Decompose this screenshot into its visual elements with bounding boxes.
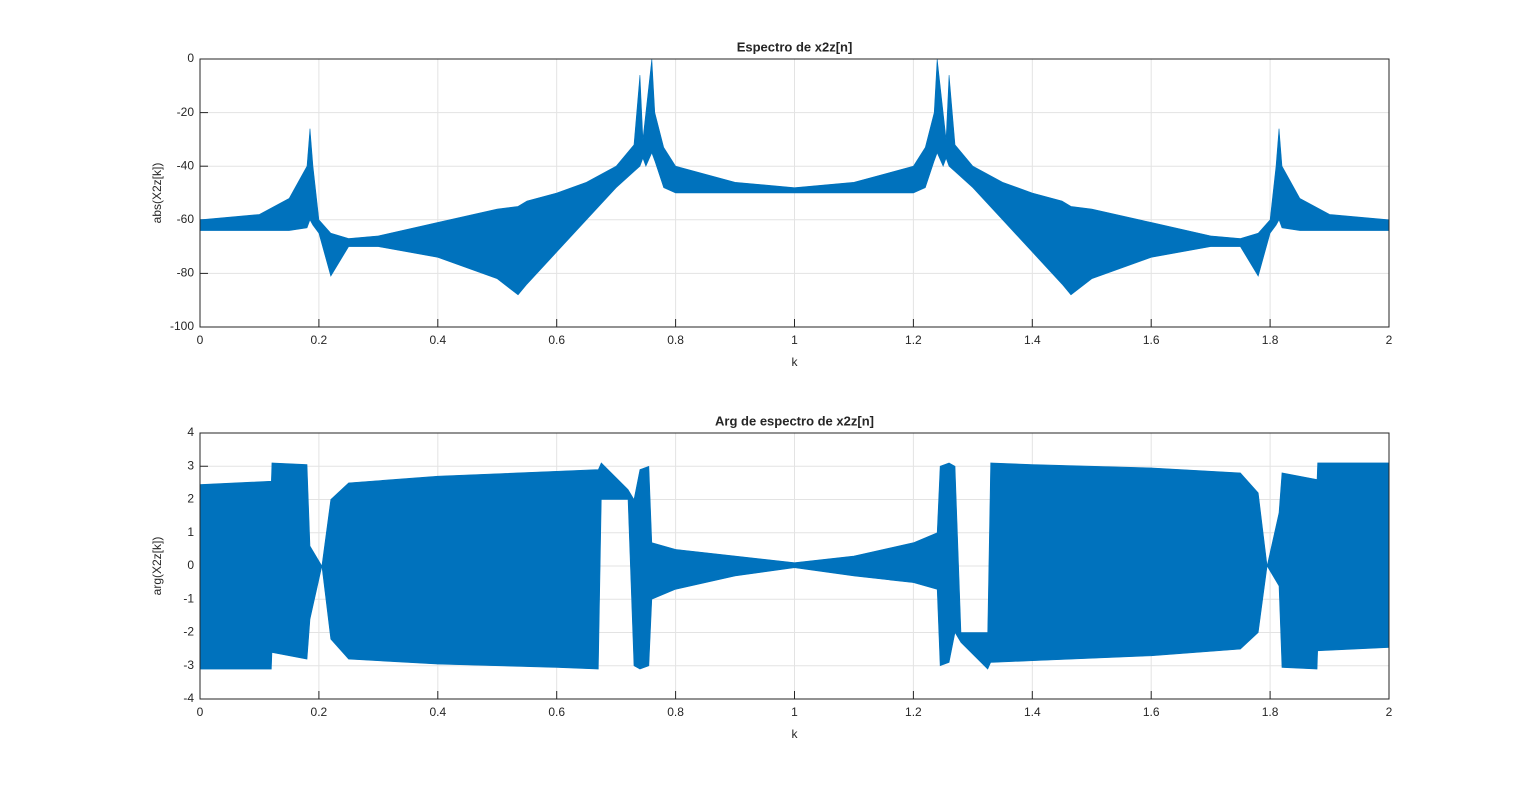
x-tick-label: 1.2 [905,333,922,347]
x-axis-label: k [792,355,799,369]
x-tick-label: 0.8 [667,333,684,347]
y-tick-label: -1 [183,591,194,605]
x-tick-label: 0.2 [311,705,328,719]
x-tick-label: 1.6 [1143,705,1160,719]
x-tick-label: 0.4 [429,705,446,719]
x-tick-label: 0 [197,333,204,347]
y-tick-label: -60 [177,212,195,226]
chart-title: Arg de espectro de x2z[n] [715,413,874,428]
y-tick-label: 3 [187,458,194,472]
y-tick-label: 0 [187,558,194,572]
y-axis-label: arg(X2z[k]) [150,537,164,596]
x-tick-label: 1.2 [905,705,922,719]
x-tick-label: 1 [791,705,798,719]
x-tick-label: 1.6 [1143,333,1160,347]
y-tick-label: 1 [187,525,194,539]
x-tick-label: 0 [197,705,204,719]
y-tick-label: -80 [177,266,195,280]
x-tick-label: 2 [1386,705,1393,719]
y-tick-label: -20 [177,105,195,119]
x-tick-label: 0.2 [311,333,328,347]
axes-box [199,432,1390,700]
axes-box [199,58,1390,328]
x-tick-label: 0.6 [548,705,565,719]
x-tick-label: 1.8 [1262,705,1279,719]
y-tick-label: -3 [183,658,194,672]
x-tick-label: 0.8 [667,705,684,719]
y-tick-label: -4 [183,691,194,705]
x-tick-label: 1.4 [1024,333,1041,347]
x-tick-label: 2 [1386,333,1393,347]
chart-title: Espectro de x2z[n] [737,39,853,54]
y-tick-label: -40 [177,158,195,172]
y-axis-label: abs(X2z[k]) [150,163,164,224]
y-tick-label: -100 [170,319,194,333]
x-tick-label: 1.8 [1262,333,1279,347]
x-tick-label: 0.4 [429,333,446,347]
y-tick-label: 2 [187,492,194,506]
x-axis-label: k [792,727,799,741]
x-tick-label: 1 [791,333,798,347]
y-tick-label: -2 [183,625,194,639]
x-tick-label: 0.6 [548,333,565,347]
x-tick-label: 1.4 [1024,705,1041,719]
y-tick-label: 0 [187,51,194,65]
y-tick-label: 4 [187,425,194,439]
